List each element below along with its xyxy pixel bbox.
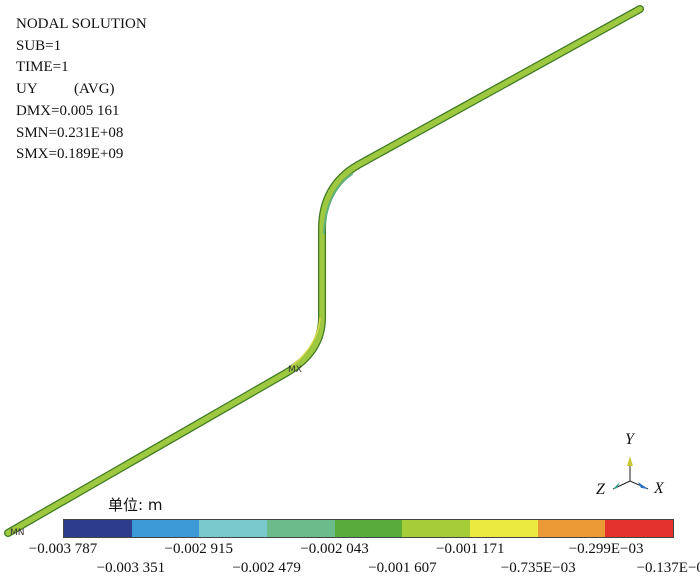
legend-swatch <box>131 520 200 537</box>
legend-tick-label: −0.002 043 <box>300 541 369 557</box>
substep-label: SUB=1 <box>16 37 62 54</box>
triad-z-label: Z <box>596 481 605 498</box>
triad-cone-x <box>638 482 648 489</box>
max-marker: MX <box>288 365 302 375</box>
legend-tick-label: −0.002 915 <box>164 541 233 557</box>
coordinate-triad <box>612 456 649 490</box>
legend-tick-label: −0.003 351 <box>96 560 166 576</box>
legend-swatch <box>537 520 606 537</box>
contour-legend-bar <box>63 519 674 538</box>
averaging-label: (AVG) <box>74 81 115 98</box>
legend-tick-label: −0.299E−03 <box>568 541 644 557</box>
time-label: TIME=1 <box>16 59 69 76</box>
legend-swatch <box>199 520 268 537</box>
legend-tick-label: −0.001 171 <box>436 541 505 557</box>
dmx-label: DMX=0.005 161 <box>16 102 120 119</box>
info-panel: NODAL SOLUTION SUB=1 TIME=1 UY (AVG) DMX=… <box>16 14 147 166</box>
triad-x-label: X <box>654 480 664 497</box>
result-item-row: UY (AVG) <box>16 79 147 101</box>
pipe-body <box>5 6 643 536</box>
smn-label: SMN=0.231E+08 <box>16 124 124 141</box>
pipe-model <box>4 5 644 537</box>
legend-swatch <box>402 520 471 537</box>
legend-tick-label: −0.002 479 <box>232 560 301 576</box>
legend-tick-label: −0.137E−03 <box>636 560 700 576</box>
solution-title: NODAL SOLUTION <box>16 16 147 32</box>
triad-y-label: Y <box>625 431 634 448</box>
legend-swatch <box>64 520 132 537</box>
triad-cone-z <box>613 482 620 489</box>
min-marker: MN <box>10 528 25 538</box>
smx-label: SMX=0.189E+09 <box>16 146 124 163</box>
unit-label: 单位: m <box>108 496 163 514</box>
legend-tick-label: −0.001 607 <box>368 560 437 576</box>
result-item-label: UY <box>16 81 38 98</box>
legend-swatch <box>605 520 674 537</box>
legend-swatch <box>267 520 335 537</box>
legend-swatch <box>334 520 403 537</box>
triad-cone-y <box>627 456 633 466</box>
legend-tick-label: −0.003 787 <box>28 541 98 557</box>
legend-swatch <box>470 520 538 537</box>
legend-tick-label: −0.735E−03 <box>500 560 576 576</box>
pipe-highlight-lower <box>291 317 321 367</box>
pipe-highlight <box>323 173 353 234</box>
